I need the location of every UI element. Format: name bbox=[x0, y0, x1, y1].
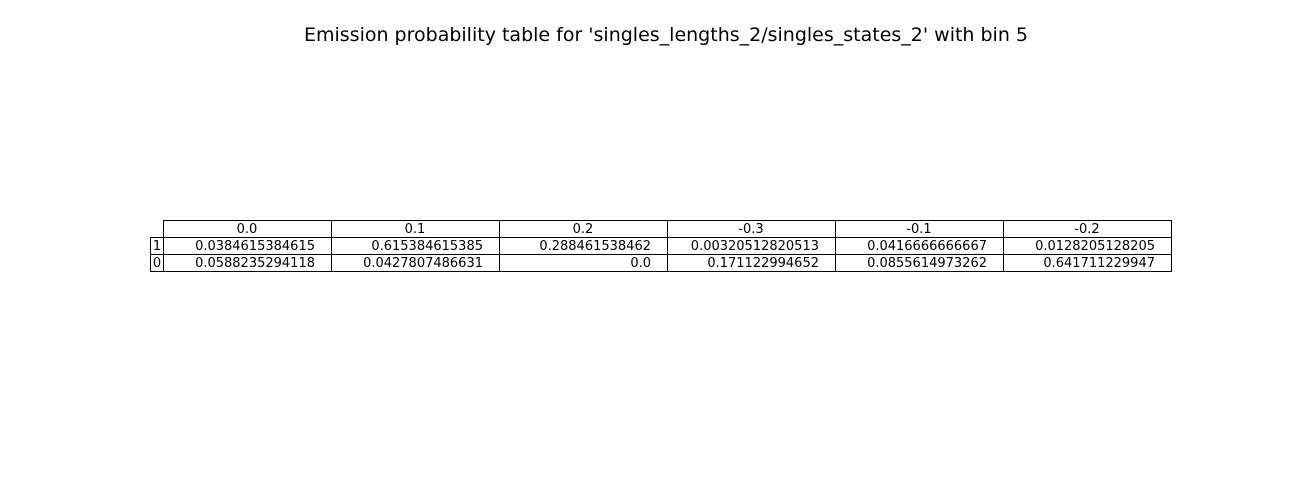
table-cell-value: 0.0416666666667 bbox=[867, 239, 987, 254]
table-cell-value: 0.0384615384615 bbox=[195, 239, 315, 254]
row-header-label: 0 bbox=[153, 256, 161, 271]
column-header-label: 0.1 bbox=[405, 222, 426, 237]
table-cell-value: 0.0588235294118 bbox=[195, 256, 315, 271]
column-header-label: 0.2 bbox=[573, 222, 594, 237]
chart-title: Emission probability table for 'singles_… bbox=[303, 24, 1029, 46]
table-cell-value: 0.288461538462 bbox=[539, 239, 651, 254]
table-cell-value: 0.615384615385 bbox=[371, 239, 483, 254]
table-cell bbox=[1003, 254, 1172, 272]
column-header-label: -0.3 bbox=[738, 222, 763, 237]
column-header-label: 0.0 bbox=[237, 222, 258, 237]
table-cell-value: 0.0855614973262 bbox=[867, 256, 987, 271]
table-cell-value: 0.171122994652 bbox=[707, 256, 819, 271]
table-cell-value: 0.0128205128205 bbox=[1035, 239, 1155, 254]
table-cell-value: 0.0427807486631 bbox=[363, 256, 483, 271]
table-cell-value: 0.0 bbox=[630, 256, 651, 271]
row-header-label: 1 bbox=[153, 239, 161, 254]
column-header-label: -0.2 bbox=[1074, 222, 1099, 237]
column-header-label: -0.1 bbox=[906, 222, 931, 237]
table-cell-value: 0.00320512820513 bbox=[691, 239, 819, 254]
table-cell-value: 0.641711229947 bbox=[1043, 256, 1155, 271]
